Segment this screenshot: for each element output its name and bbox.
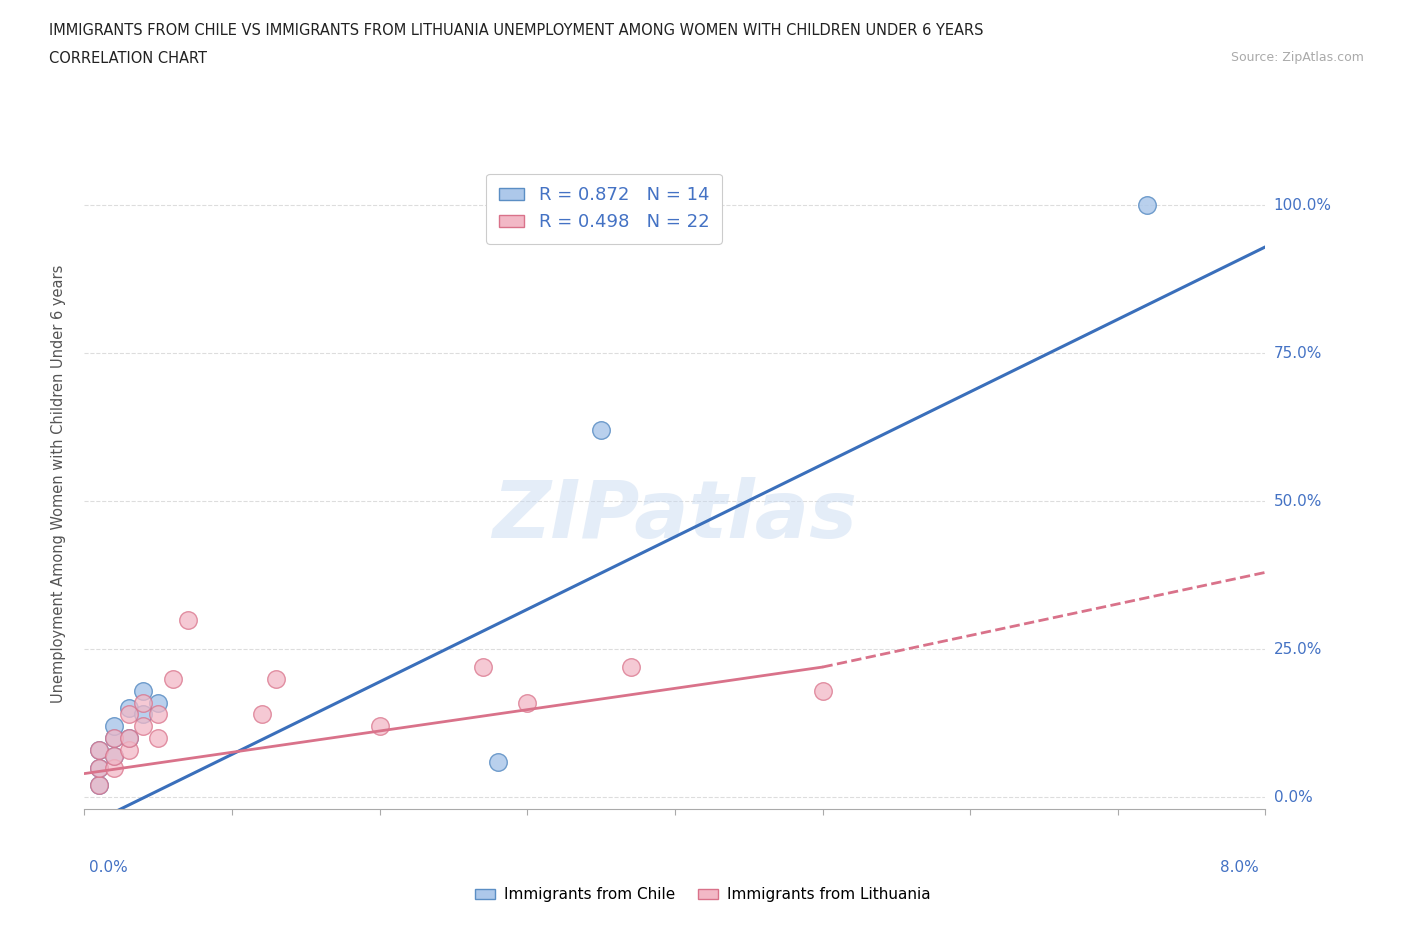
Point — [103, 719, 125, 734]
Text: 0.0%: 0.0% — [89, 860, 128, 875]
Point — [118, 731, 141, 746]
Text: Source: ZipAtlas.com: Source: ZipAtlas.com — [1230, 51, 1364, 64]
Point — [132, 719, 155, 734]
Point — [148, 731, 170, 746]
Point — [87, 742, 111, 757]
Point — [132, 695, 155, 710]
Text: ZIPatlas: ZIPatlas — [492, 477, 858, 555]
Text: 50.0%: 50.0% — [1274, 494, 1322, 509]
Text: 8.0%: 8.0% — [1219, 860, 1258, 875]
Point — [87, 778, 111, 793]
Point — [148, 707, 170, 722]
Text: 75.0%: 75.0% — [1274, 346, 1322, 361]
Text: IMMIGRANTS FROM CHILE VS IMMIGRANTS FROM LITHUANIA UNEMPLOYMENT AMONG WOMEN WITH: IMMIGRANTS FROM CHILE VS IMMIGRANTS FROM… — [49, 23, 984, 38]
Legend: R = 0.872   N = 14, R = 0.498   N = 22: R = 0.872 N = 14, R = 0.498 N = 22 — [486, 174, 721, 244]
Legend: Immigrants from Chile, Immigrants from Lithuania: Immigrants from Chile, Immigrants from L… — [470, 882, 936, 909]
Point — [118, 701, 141, 716]
Point — [118, 731, 141, 746]
Point — [87, 760, 111, 775]
Point — [118, 707, 141, 722]
Point — [619, 659, 641, 674]
Point — [103, 749, 125, 764]
Point — [103, 731, 125, 746]
Point — [87, 778, 111, 793]
Point — [1136, 198, 1159, 213]
Point — [162, 671, 184, 686]
Text: CORRELATION CHART: CORRELATION CHART — [49, 51, 207, 66]
Point — [264, 671, 288, 686]
Point — [103, 731, 125, 746]
Text: 0.0%: 0.0% — [1274, 790, 1312, 804]
Point — [118, 742, 141, 757]
Point — [516, 695, 538, 710]
Point — [132, 707, 155, 722]
Point — [132, 684, 155, 698]
Point — [811, 684, 834, 698]
Text: 25.0%: 25.0% — [1274, 642, 1322, 657]
Point — [250, 707, 273, 722]
Point — [148, 695, 170, 710]
Point — [486, 754, 509, 769]
Point — [103, 760, 125, 775]
Text: 100.0%: 100.0% — [1274, 198, 1331, 213]
Point — [368, 719, 391, 734]
Point — [103, 749, 125, 764]
Point — [591, 423, 613, 438]
Point — [177, 612, 200, 627]
Y-axis label: Unemployment Among Women with Children Under 6 years: Unemployment Among Women with Children U… — [51, 264, 66, 703]
Point — [87, 760, 111, 775]
Point — [87, 742, 111, 757]
Point — [472, 659, 495, 674]
